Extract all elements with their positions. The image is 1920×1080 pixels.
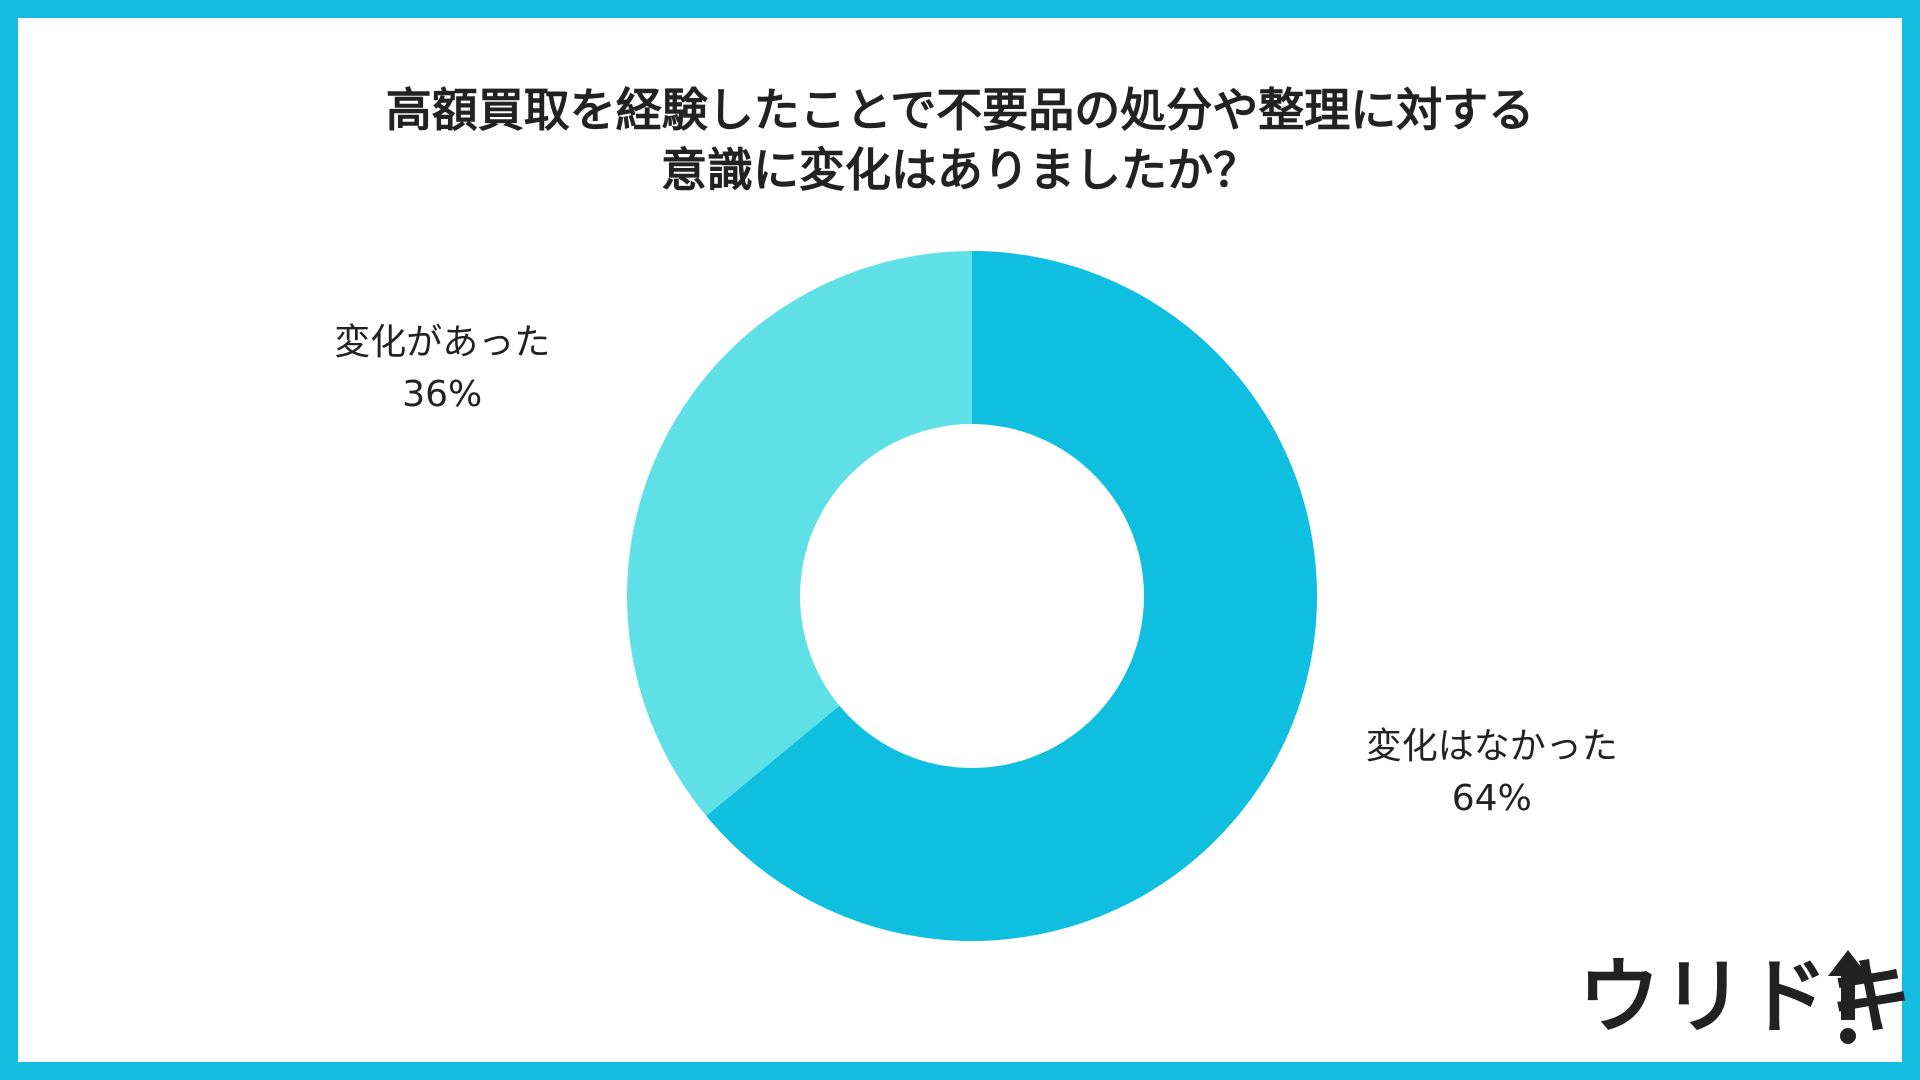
slice-value-label-0: 64% — [1452, 778, 1532, 819]
donut-slice-1 — [626, 251, 972, 816]
chart-title-line-1: 高額買取を経験したことで不要品の処分や整理に対する — [385, 83, 1535, 137]
chart-title-line-2: 意識に変化はありましたか？ — [661, 143, 1259, 197]
uridoki-logo: ウリドキ — [1578, 948, 1912, 1048]
chart-frame: 高額買取を経験したことで不要品の処分や整理に対する 意識に変化はありましたか？ … — [18, 18, 1912, 1062]
slice-category-label-1: 変化があった — [334, 322, 550, 363]
donut-chart: 変化はなかった 64% 変化があった 36% — [334, 251, 1618, 942]
slice-value-label-1: 36% — [402, 374, 482, 415]
up-arrow-icon — [1828, 950, 1868, 1044]
donut-slice-0 — [706, 251, 1317, 942]
slice-category-label-0: 変化はなかった — [1366, 726, 1618, 767]
chart-title: 高額買取を経験したことで不要品の処分や整理に対する 意識に変化はありましたか？ — [18, 80, 1902, 200]
